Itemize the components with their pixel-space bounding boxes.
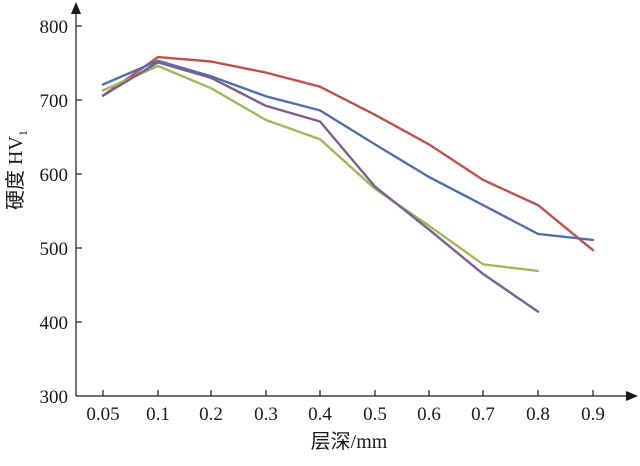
x-tick-label: 0.7 xyxy=(471,404,495,425)
y-tick-label: 500 xyxy=(40,239,69,260)
series-line-4 xyxy=(101,61,540,313)
y-tick-label: 400 xyxy=(40,313,69,334)
y-axis-title-group: 硬度 HV1 xyxy=(4,130,30,210)
x-tick-label: 0.9 xyxy=(581,404,605,425)
y-tick-label: 700 xyxy=(40,91,69,112)
series-line-2 xyxy=(101,59,595,242)
y-tick-label: 600 xyxy=(40,165,69,186)
x-tick-label: 0.2 xyxy=(199,404,223,425)
y-tick-label: 800 xyxy=(40,17,69,38)
x-tick-label: 0.3 xyxy=(254,404,278,425)
axes: 300 400 500 600 700 800 0.05 0.1 0.2 0.3 0.4 0.5 0.6… xyxy=(40,2,638,425)
y-axis-title: 硬度 HV1 xyxy=(4,130,30,210)
series-line-1 xyxy=(101,55,595,252)
x-tick-label: 0.4 xyxy=(308,404,332,425)
y-tick-label: 300 xyxy=(40,387,69,408)
series-line-3 xyxy=(101,64,540,273)
y-axis-title-main: 硬度 HV xyxy=(4,136,27,210)
x-tick-label: 0.1 xyxy=(146,404,170,425)
y-axis-title-subscript: 1 xyxy=(16,130,30,136)
x-axis-title: 层深/mm xyxy=(311,430,388,453)
series-layer xyxy=(101,55,595,313)
x-tick-label: 0.6 xyxy=(417,404,441,425)
axis-labels: 层深/mm 硬度 HV1 xyxy=(4,130,388,453)
x-tick-label: 0.8 xyxy=(526,404,550,425)
x-tick-label: 0.05 xyxy=(86,404,119,425)
x-tick-label: 0.5 xyxy=(363,404,387,425)
